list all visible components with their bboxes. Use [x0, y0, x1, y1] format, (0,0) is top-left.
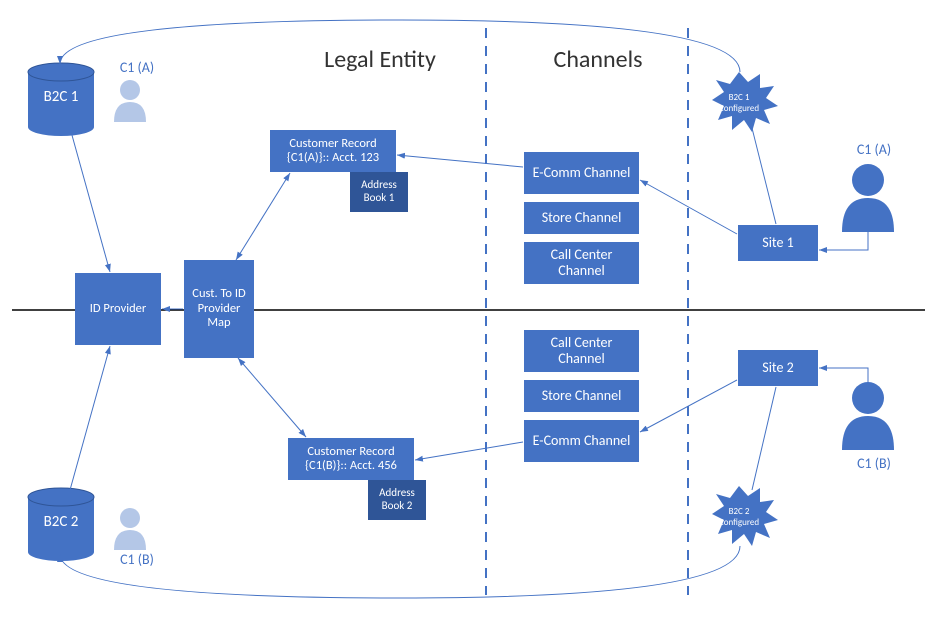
c1a-small-label: C1 (A): [112, 60, 162, 76]
edge-map-cra: [236, 173, 290, 260]
edge-userb-site2: [819, 368, 868, 390]
edge-star2-curve: [60, 546, 740, 598]
star2-label: B2C 2 Configured: [709, 506, 769, 528]
store-bot-box: Store Channel: [524, 380, 639, 412]
cust-map-box: Cust. To ID Provider Map: [184, 260, 254, 358]
b2c2-label: B2C 2: [31, 513, 91, 531]
site2-box: Site 2: [738, 350, 818, 386]
cust-rec-a-box: Customer Record {C1(A)}:: Acct. 123: [270, 130, 396, 172]
ecomm-top-box: E-Comm Channel: [524, 152, 639, 194]
ecomm-bot-box: E-Comm Channel: [524, 420, 639, 462]
edge-b2c1-idp: [70, 128, 110, 272]
edge-site2-ecomm: [640, 380, 737, 432]
user-c1b-small-icon: [114, 508, 146, 550]
c1b-small-label: C1 (B): [112, 552, 162, 568]
edge-ecomm-cra: [397, 155, 523, 167]
cc-top-box: Call Center Channel: [524, 242, 639, 284]
star-b2c2-configured-icon: [712, 486, 778, 546]
edges: [60, 20, 868, 598]
user-c1a-small-icon: [114, 80, 146, 122]
star1-label: B2C 1 Configured: [709, 92, 769, 114]
edge-usera-site1: [819, 230, 868, 250]
addr-book-1-box: Address Book 1: [350, 172, 408, 212]
store-top-box: Store Channel: [524, 202, 639, 234]
star-b2c1-configured-icon: [712, 72, 778, 132]
b2c1-label: B2C 1: [31, 88, 91, 106]
c1b-large-label: C1 (B): [844, 456, 904, 472]
edge-site1-ecomm: [640, 180, 737, 234]
addr-book-2-box: Address Book 2: [368, 480, 426, 520]
edge-ecomm-crb: [415, 442, 523, 460]
edge-site2-star2: [752, 387, 776, 490]
edge-site1-star1: [752, 128, 776, 224]
id-provider-box: ID Provider: [75, 273, 161, 345]
edge-map-crb: [238, 358, 306, 437]
header-legal-entity: Legal Entity: [300, 46, 460, 74]
header-channels: Channels: [528, 46, 668, 74]
site1-box: Site 1: [738, 225, 818, 261]
user-c1b-large-icon: [842, 382, 894, 450]
cust-rec-b-box: Customer Record {C1(B)}:: Acct. 456: [288, 438, 414, 480]
c1a-large-label: C1 (A): [844, 142, 904, 158]
cc-bot-box: Call Center Channel: [524, 330, 639, 372]
edge-idp-b2c2: [70, 346, 110, 490]
user-c1a-large-icon: [842, 164, 894, 232]
